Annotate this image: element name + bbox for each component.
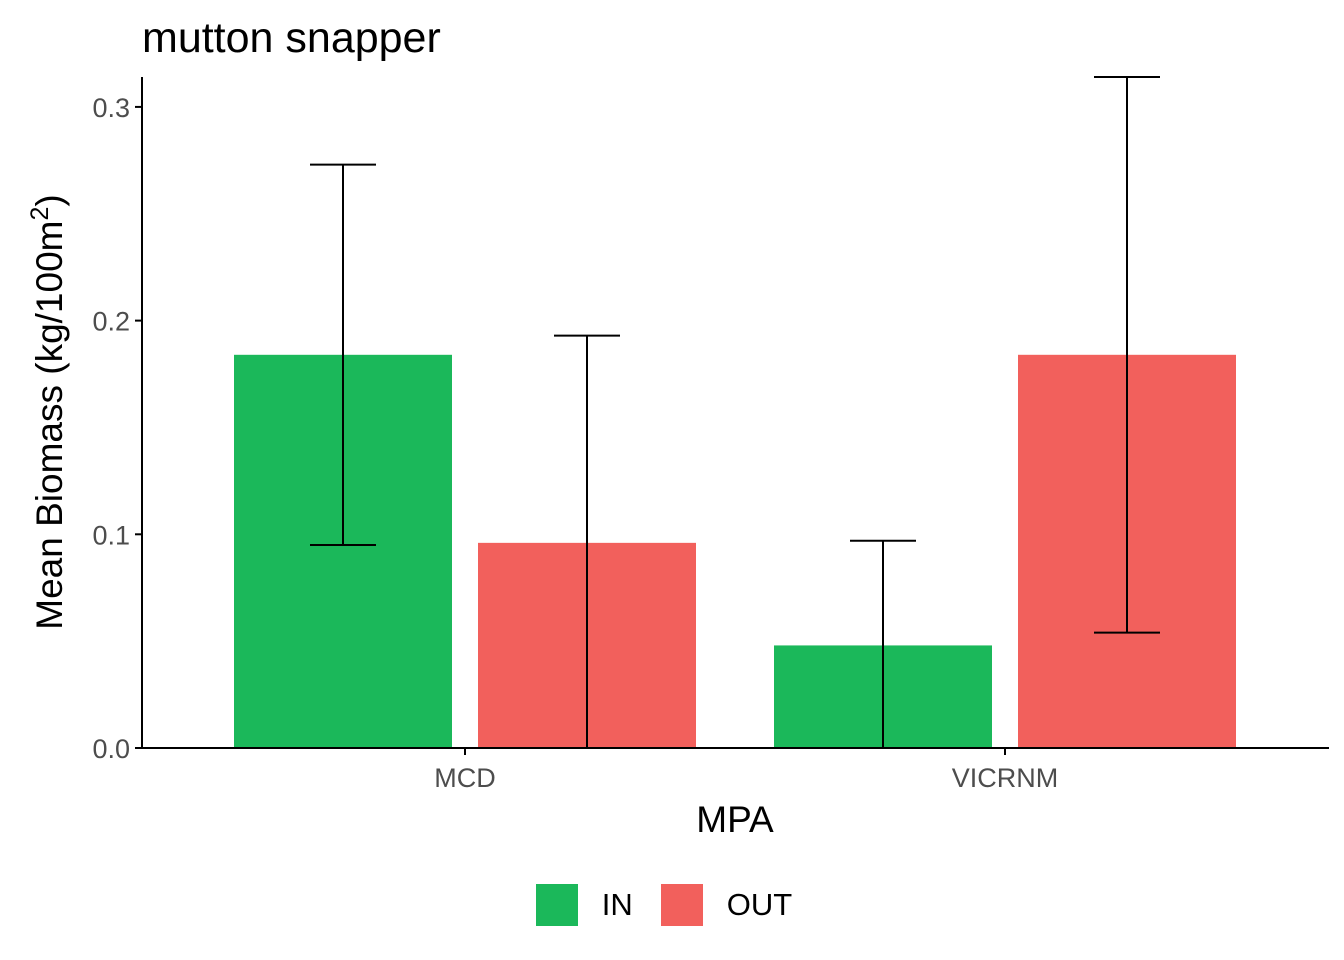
legend-label: IN — [601, 887, 633, 922]
y-tick-label: 0.1 — [92, 520, 130, 550]
bars-group — [234, 354, 1236, 748]
error-bar-out-vicrnm — [1094, 76, 1160, 634]
legend-label: OUT — [726, 887, 793, 922]
legend-swatch — [535, 884, 578, 926]
y-ticks-group: 0.0 0.1 0.2 0.3 — [92, 93, 142, 764]
x-ticks-group: MCD VICRNM — [434, 748, 1058, 793]
x-tick-label: VICRNM — [952, 763, 1059, 793]
legend: IN OUT — [0, 884, 1344, 926]
legend-item-out: OUT — [660, 884, 808, 926]
legend-swatch — [660, 884, 703, 926]
y-tick-label: 0.2 — [92, 307, 130, 337]
error-bar-in-mcd — [310, 163, 376, 546]
legend-item-in: IN — [535, 884, 649, 926]
x-axis-label: MPA — [696, 799, 774, 840]
y-axis-label-close: ) — [29, 194, 70, 206]
bar-chart: mutton snapper 0.0 0.1 0.2 0.3 MCD VICRNM MP… — [26, 14, 1329, 840]
x-tick-label: MCD — [434, 763, 496, 793]
y-tick-label: 0.0 — [92, 734, 130, 764]
y-axis-label: Mean Biomass (kg/100m2) — [26, 194, 70, 629]
y-axis-label-main: Mean Biomass (kg/100m — [29, 221, 70, 630]
y-tick-label: 0.3 — [92, 93, 130, 123]
y-axis-label-superscript: 2 — [26, 207, 54, 221]
chart-title: mutton snapper — [142, 14, 441, 62]
